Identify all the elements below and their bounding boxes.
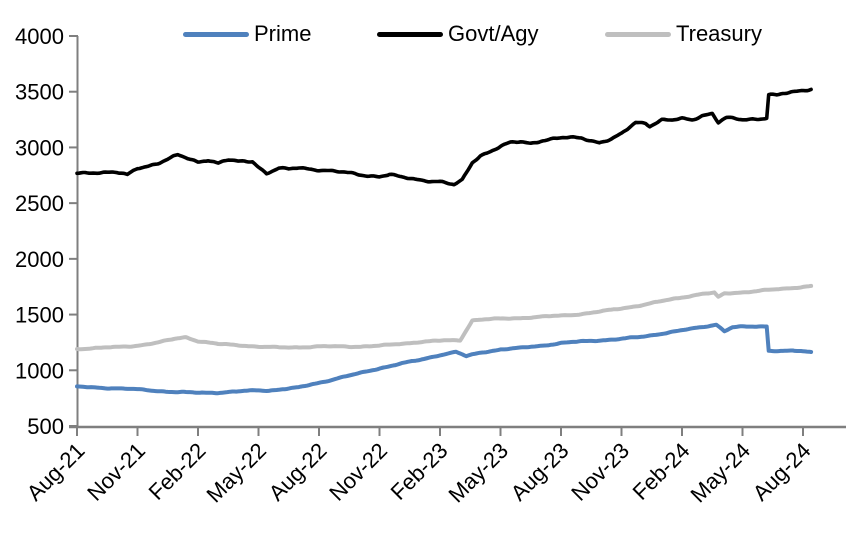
x-tick-label: Nov-21 <box>82 438 150 506</box>
y-tick-label: 2000 <box>15 247 64 272</box>
x-tick-label: Aug-22 <box>264 438 332 506</box>
treasury-line-swatch <box>605 31 671 37</box>
x-tick-label: Nov-22 <box>324 438 392 506</box>
x-tick-label: May-22 <box>201 438 271 508</box>
y-tick-label: 1500 <box>15 303 64 328</box>
y-tick-label: 3000 <box>15 135 64 160</box>
x-tick-label: Feb-24 <box>628 438 695 505</box>
legend-item-treasury: Treasury <box>605 22 762 46</box>
legend-item-prime: Prime <box>183 22 311 46</box>
y-tick-label: 500 <box>27 414 64 439</box>
y-tick-label: 3500 <box>15 80 64 105</box>
govt-agy-line-swatch <box>377 31 443 37</box>
legend-label-treasury: Treasury <box>676 21 762 46</box>
x-tick-label: Feb-23 <box>386 438 453 505</box>
x-tick-label: May-23 <box>443 438 513 508</box>
x-tick-label: Aug-23 <box>506 438 574 506</box>
y-tick-label: 2500 <box>15 191 64 216</box>
y-tick-label: 1000 <box>15 358 64 383</box>
series-line-treasury <box>75 283 814 352</box>
legend-label-govt-agy: Govt/Agy <box>448 21 539 46</box>
x-tick-label: Aug-24 <box>748 438 816 506</box>
y-tick-label: 4000 <box>15 24 64 49</box>
x-tick-label: May-24 <box>685 438 755 508</box>
x-tick-label: Aug-21 <box>22 438 90 506</box>
x-tick-label: Nov-23 <box>566 438 634 506</box>
series-line-govt-agy <box>75 87 813 187</box>
series-line-prime <box>75 322 814 396</box>
prime-line-swatch <box>183 31 249 37</box>
x-tick-label: Feb-22 <box>144 438 211 505</box>
legend-item-govt-agy: Govt/Agy <box>377 22 538 46</box>
legend-label-prime: Prime <box>254 21 312 46</box>
